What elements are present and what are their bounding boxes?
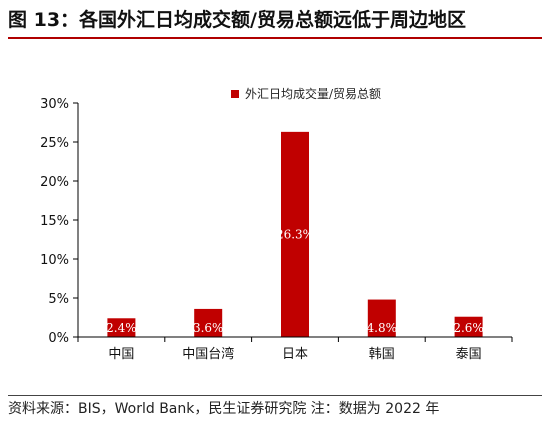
legend: 外汇日均成交量/贸易总额 — [231, 86, 381, 101]
bar-data-label: 3.6% — [193, 321, 224, 335]
x-tick-label: 中国台湾 — [182, 346, 234, 362]
legend-swatch — [231, 90, 239, 98]
x-tick-label: 中国 — [108, 347, 134, 362]
x-axis: 中国 中国台湾 日本 韩国 泰国 — [77, 336, 513, 362]
bar-data-label: 2.6% — [453, 321, 484, 335]
y-tick-label: 0% — [48, 331, 69, 346]
y-tick-label: 30% — [40, 97, 69, 112]
bar — [454, 316, 483, 337]
chart-title: 图 13：各国外汇日均成交额/贸易总额远低于周边地区 — [8, 9, 466, 31]
source-note: 资料来源：BIS，World Bank，民生证券研究院 注：数据为 2022 年 — [8, 401, 440, 417]
x-tick-label: 韩国 — [369, 347, 395, 362]
x-tick-label: 泰国 — [456, 347, 482, 362]
y-tick-label: 5% — [48, 292, 69, 307]
y-tick-label: 10% — [40, 253, 69, 268]
y-tick-label: 20% — [40, 175, 69, 190]
bar-data-label: 26.3% — [276, 227, 314, 241]
source-divider — [8, 395, 542, 396]
y-tick-label: 25% — [40, 136, 69, 151]
legend-label: 外汇日均成交量/贸易总额 — [245, 86, 381, 101]
title-divider — [8, 37, 542, 39]
x-tick-label: 日本 — [282, 347, 308, 362]
y-axis: 0% 5% 10% 15% 20% 25% 30% — [40, 97, 79, 346]
bar — [107, 318, 136, 337]
bar — [367, 299, 396, 337]
y-tick-label: 15% — [40, 214, 69, 229]
bar-data-label: 2.4% — [106, 321, 137, 335]
bar — [194, 308, 223, 337]
bar — [281, 131, 309, 337]
bar-series: 2.4% 3.6% 26.3% 4.8% 2.6% — [106, 131, 484, 337]
bar-data-label: 4.8% — [367, 321, 398, 335]
